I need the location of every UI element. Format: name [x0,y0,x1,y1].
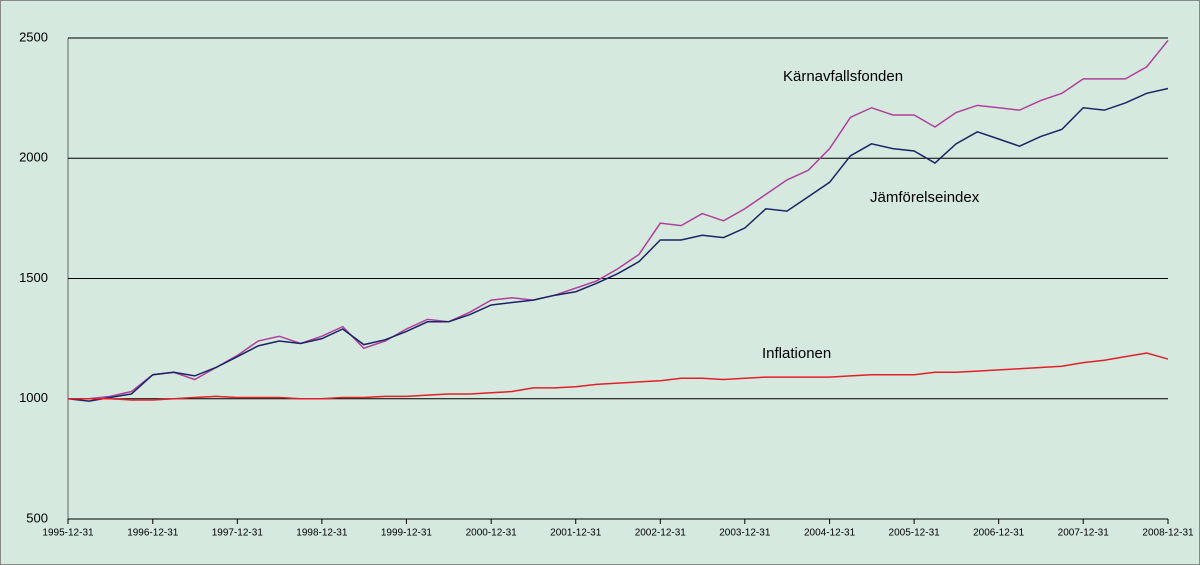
series-line [68,39,1169,400]
series-line [68,352,1169,401]
y-tick-label: 2500 [19,29,48,44]
x-tick-label: 2005-12-31 [889,528,941,539]
x-tick-label: 2008-12-31 [1142,528,1194,539]
y-tick-label: 1500 [19,270,48,285]
x-tick-label: 1999-12-31 [381,528,433,539]
x-tick-label: 2003-12-31 [719,528,771,539]
series-label: Kärnavfallsfonden [783,68,903,85]
x-tick-label: 2000-12-31 [466,528,518,539]
x-tick-label: 2004-12-31 [804,528,856,539]
x-tick-label: 2001-12-31 [550,528,602,539]
y-tick-label: 2000 [19,150,48,165]
y-tick-label: 500 [26,510,48,525]
series-line [67,87,1169,402]
x-tick-label: 1997-12-31 [212,528,264,539]
x-tick-label: 2007-12-31 [1058,528,1110,539]
series-label: Inflationen [762,345,831,362]
x-tick-label: 2006-12-31 [973,528,1025,539]
x-tick-label: 1996-12-31 [127,528,179,539]
series-label: Jämförelseindex [870,189,980,206]
x-tick-label: 1995-12-31 [42,528,94,539]
y-tick-label: 1000 [19,390,48,405]
x-tick-label: 2002-12-31 [635,528,687,539]
x-tick-label: 1998-12-31 [296,528,348,539]
